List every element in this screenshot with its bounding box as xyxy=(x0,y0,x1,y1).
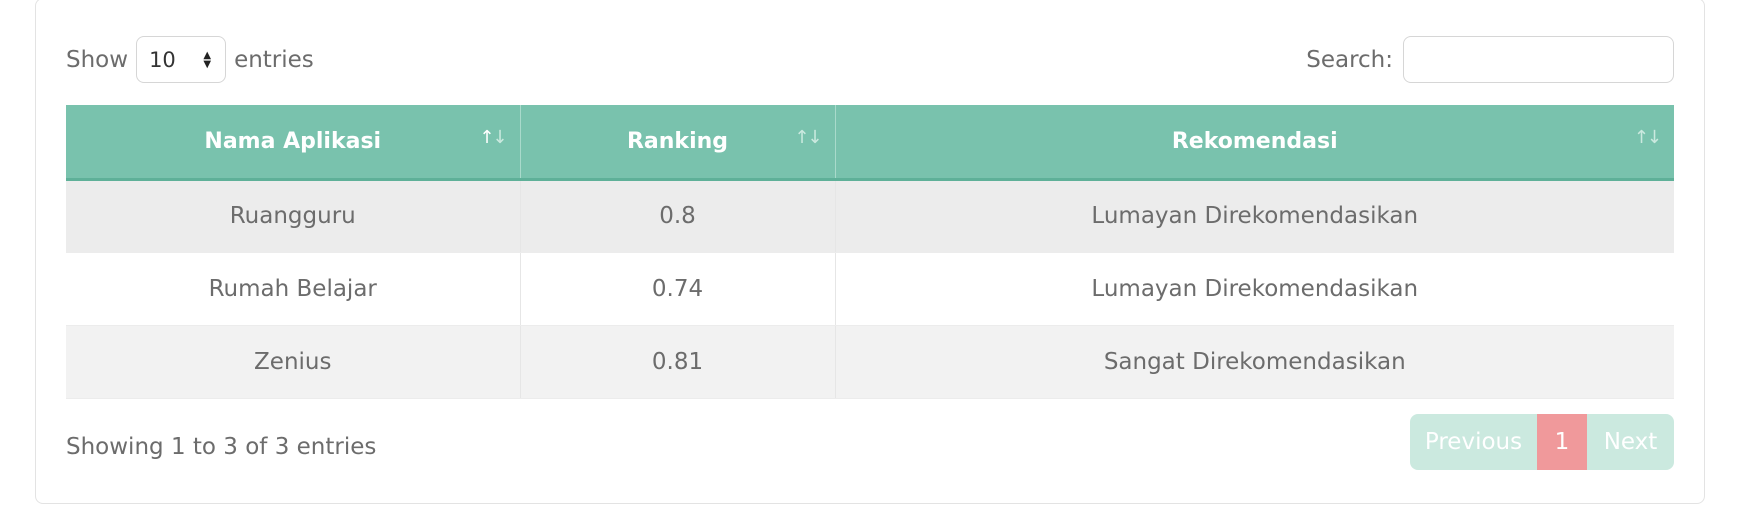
table-header-row: Nama Aplikasi ↑↓ Ranking ↑↓ Rekomendasi … xyxy=(66,105,1674,181)
pagination: Previous 1 Next xyxy=(1410,414,1674,470)
sort-icon: ↑↓ xyxy=(1633,127,1662,148)
length-menu-prefix: Show xyxy=(66,46,129,73)
cell-ranking: 0.8 xyxy=(520,179,836,253)
entries-per-page-select[interactable]: 10 ▲ ▼ xyxy=(136,36,227,83)
table-row: Rumah Belajar 0.74 Lumayan Direkomendasi… xyxy=(66,252,1674,326)
length-menu: Show 10 ▲ ▼ entries xyxy=(66,36,314,83)
cell-rekomendasi: Sangat Direkomendasikan xyxy=(835,325,1674,399)
entries-per-page-value: 10 xyxy=(149,47,176,72)
table-info: Showing 1 to 3 of 3 entries xyxy=(66,434,377,460)
cell-nama-aplikasi: Ruangguru xyxy=(66,179,521,253)
search-bar: Search: xyxy=(1306,36,1674,83)
cell-nama-aplikasi: Zenius xyxy=(66,325,521,399)
table-row: Ruangguru 0.8 Lumayan Direkomendasikan xyxy=(66,179,1674,253)
cell-rekomendasi: Lumayan Direkomendasikan xyxy=(835,252,1674,326)
sort-icon: ↑↓ xyxy=(794,127,822,148)
column-header-ranking[interactable]: Ranking ↑↓ xyxy=(520,105,836,181)
search-input[interactable] xyxy=(1403,36,1674,83)
previous-page-button[interactable]: Previous xyxy=(1410,414,1537,470)
table-row: Zenius 0.81 Sangat Direkomendasikan xyxy=(66,325,1674,399)
length-menu-suffix: entries xyxy=(234,46,314,73)
cell-nama-aplikasi: Rumah Belajar xyxy=(66,252,521,326)
cell-ranking: 0.81 xyxy=(520,325,836,399)
page-1-button[interactable]: 1 xyxy=(1537,414,1587,470)
search-label: Search: xyxy=(1306,46,1393,73)
cell-ranking: 0.74 xyxy=(520,252,836,326)
column-header-rekomendasi[interactable]: Rekomendasi ↑↓ xyxy=(835,105,1674,181)
select-arrows-icon: ▲ ▼ xyxy=(203,49,212,70)
column-header-nama-aplikasi[interactable]: Nama Aplikasi ↑↓ xyxy=(66,105,521,181)
data-table: Nama Aplikasi ↑↓ Ranking ↑↓ Rekomendasi … xyxy=(66,105,1674,399)
cell-rekomendasi: Lumayan Direkomendasikan xyxy=(835,179,1674,253)
sort-icon: ↑↓ xyxy=(479,127,507,148)
next-page-button[interactable]: Next xyxy=(1587,414,1674,470)
